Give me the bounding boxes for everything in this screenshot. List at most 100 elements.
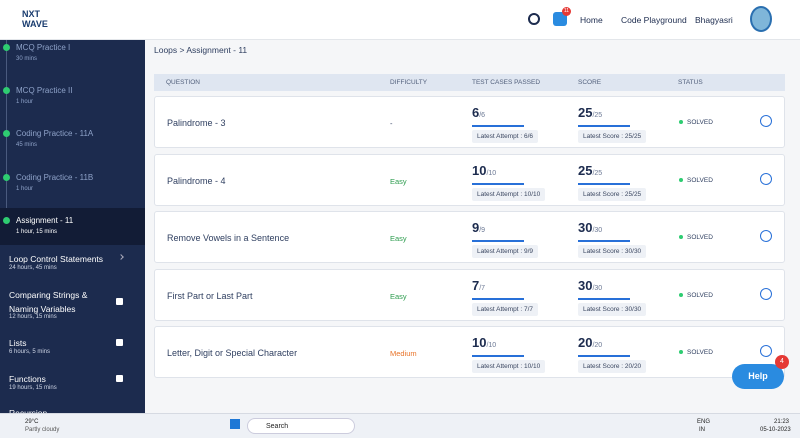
nav-code-playground[interactable]: Code Playground	[621, 15, 687, 25]
latest-score: Latest Score : 30/30	[578, 302, 647, 316]
topic-title: Recursion	[9, 408, 48, 413]
item-duration: 30 mins	[16, 56, 38, 62]
tests-passed: 7/7	[472, 278, 485, 293]
total-count: /10	[486, 342, 497, 349]
total-count: /7	[479, 284, 486, 292]
open-arrow[interactable]	[760, 172, 772, 185]
item-duration: 45 mins	[16, 142, 38, 148]
item-duration: 1 hour, 15 mins	[16, 229, 58, 235]
sidebar: MCQ Practice I 30 mins MCQ Practice II 1 ho…	[0, 40, 145, 413]
notification-badge: 11	[562, 7, 571, 16]
help-button[interactable]: Help	[732, 364, 784, 389]
clock-time[interactable]: 21:23	[774, 419, 790, 425]
max-score: /25	[592, 112, 603, 119]
score-value: 25	[578, 162, 593, 178]
difficulty: Medium	[390, 349, 417, 358]
item-title: MCQ Practice II	[16, 86, 73, 95]
topic-title: Lists	[9, 338, 27, 348]
topic-duration: 19 hours, 15 mins	[9, 385, 57, 391]
progress-bar	[578, 297, 630, 300]
tests-passed: 9/9	[472, 220, 485, 235]
start-button[interactable]	[230, 419, 240, 429]
item-title: MCQ Practice I	[16, 43, 71, 52]
topic-title: Loop Control Statements	[9, 254, 104, 264]
progress-bar	[472, 125, 524, 127]
main-content: Loops > Assignment - 11 QUESTION DIFFICUL…	[145, 40, 800, 413]
question-row[interactable]: Letter, Digit or Special Character Medium…	[154, 326, 785, 378]
passed-count: 10	[472, 162, 487, 178]
avatar[interactable]	[750, 6, 772, 32]
question-row[interactable]: Remove Vowels in a Sentence Easy 9/9 Latest…	[154, 211, 785, 263]
passed-count: 7	[472, 277, 480, 293]
nav-home[interactable]: Home	[580, 15, 603, 25]
language[interactable]: ENG	[697, 419, 711, 425]
max-score: /30	[592, 284, 603, 292]
latest-attempt: Latest Attempt : 6/6	[472, 130, 539, 143]
search-box[interactable]: Search	[247, 418, 355, 434]
user-name[interactable]: Bhagyasri	[695, 15, 733, 25]
difficulty: Easy	[390, 291, 407, 301]
topic-title: Comparing Strings & Naming Variables	[9, 290, 88, 314]
progress-bar	[578, 125, 630, 127]
total-count: /10	[486, 169, 497, 177]
max-score: /25	[592, 169, 603, 177]
check-icon	[3, 44, 10, 51]
check-icon	[3, 130, 10, 137]
latest-score: Latest Score : 25/25	[578, 130, 647, 143]
score: 25/25	[578, 163, 602, 178]
check-icon	[3, 174, 10, 181]
score-value: 30	[578, 277, 593, 293]
lock-icon	[116, 298, 123, 305]
total-count: /6	[479, 112, 486, 119]
item-title: Coding Practice - 11A	[16, 129, 94, 138]
latest-attempt: Latest Attempt : 10/10	[472, 187, 546, 201]
progress-bar	[472, 182, 524, 185]
lock-icon	[116, 339, 123, 346]
open-arrow[interactable]	[760, 230, 772, 242]
column-header: DIFFICULTY	[390, 79, 428, 86]
column-header: SCORE	[578, 79, 602, 86]
check-icon	[3, 87, 10, 94]
open-arrow[interactable]	[760, 287, 772, 300]
status: SOLVED	[679, 119, 713, 126]
streak-icon[interactable]	[528, 13, 540, 25]
max-score: /20	[592, 342, 603, 349]
progress-bar	[472, 297, 524, 300]
passed-count: 9	[472, 220, 480, 235]
question-title: First Part or Last Part	[167, 290, 253, 301]
question-title: Palindrome - 3	[167, 118, 226, 128]
chevron	[118, 254, 124, 260]
tests-passed: 10/10	[472, 163, 496, 178]
question-row[interactable]: First Part or Last Part Easy 7/7 Latest Att…	[154, 268, 785, 321]
column-header: TEST CASES PASSED	[472, 79, 541, 86]
lock-icon	[116, 375, 123, 382]
latest-attempt: Latest Attempt : 7/7	[472, 302, 539, 316]
open-arrow[interactable]	[760, 115, 772, 127]
column-header: STATUS	[678, 79, 703, 86]
logo[interactable]: NXT WAVE	[22, 9, 48, 29]
latest-score: Latest Score : 30/30	[578, 245, 647, 258]
item-duration: 1 hour	[16, 186, 34, 192]
score: 30/30	[578, 220, 602, 235]
max-score: /30	[592, 227, 603, 234]
item-title: Assignment - 11	[16, 216, 74, 225]
taskbar: 29°C Partly cloudy Search ENG IN 21:23 0…	[0, 413, 800, 438]
question-row[interactable]: Palindrome - 3 - 6/6 Latest Attempt : 6/6 25…	[154, 96, 785, 148]
score-value: 25	[578, 105, 593, 120]
help-badge: 4	[775, 355, 789, 369]
passed-count: 10	[472, 335, 487, 350]
breadcrumb[interactable]: Loops > Assignment - 11	[154, 45, 248, 55]
top-bar: NXT WAVE 11 Home Code Playground Bhagyas…	[0, 0, 800, 40]
score-value: 30	[578, 220, 593, 235]
latest-attempt: Latest Attempt : 10/10	[472, 360, 546, 373]
clock-date[interactable]: 05-10-2023	[760, 427, 791, 433]
table-header: QUESTION DIFFICULTY TEST CASES PASSED SCORE…	[154, 74, 785, 91]
tests-passed: 6/6	[472, 105, 485, 120]
region[interactable]: IN	[699, 427, 705, 433]
question-row[interactable]: Palindrome - 4 Easy 10/10 Latest Attempt : …	[154, 153, 785, 206]
latest-score: Latest Score : 25/25	[578, 187, 647, 201]
score: 30/30	[578, 278, 602, 293]
open-arrow[interactable]	[760, 345, 772, 357]
